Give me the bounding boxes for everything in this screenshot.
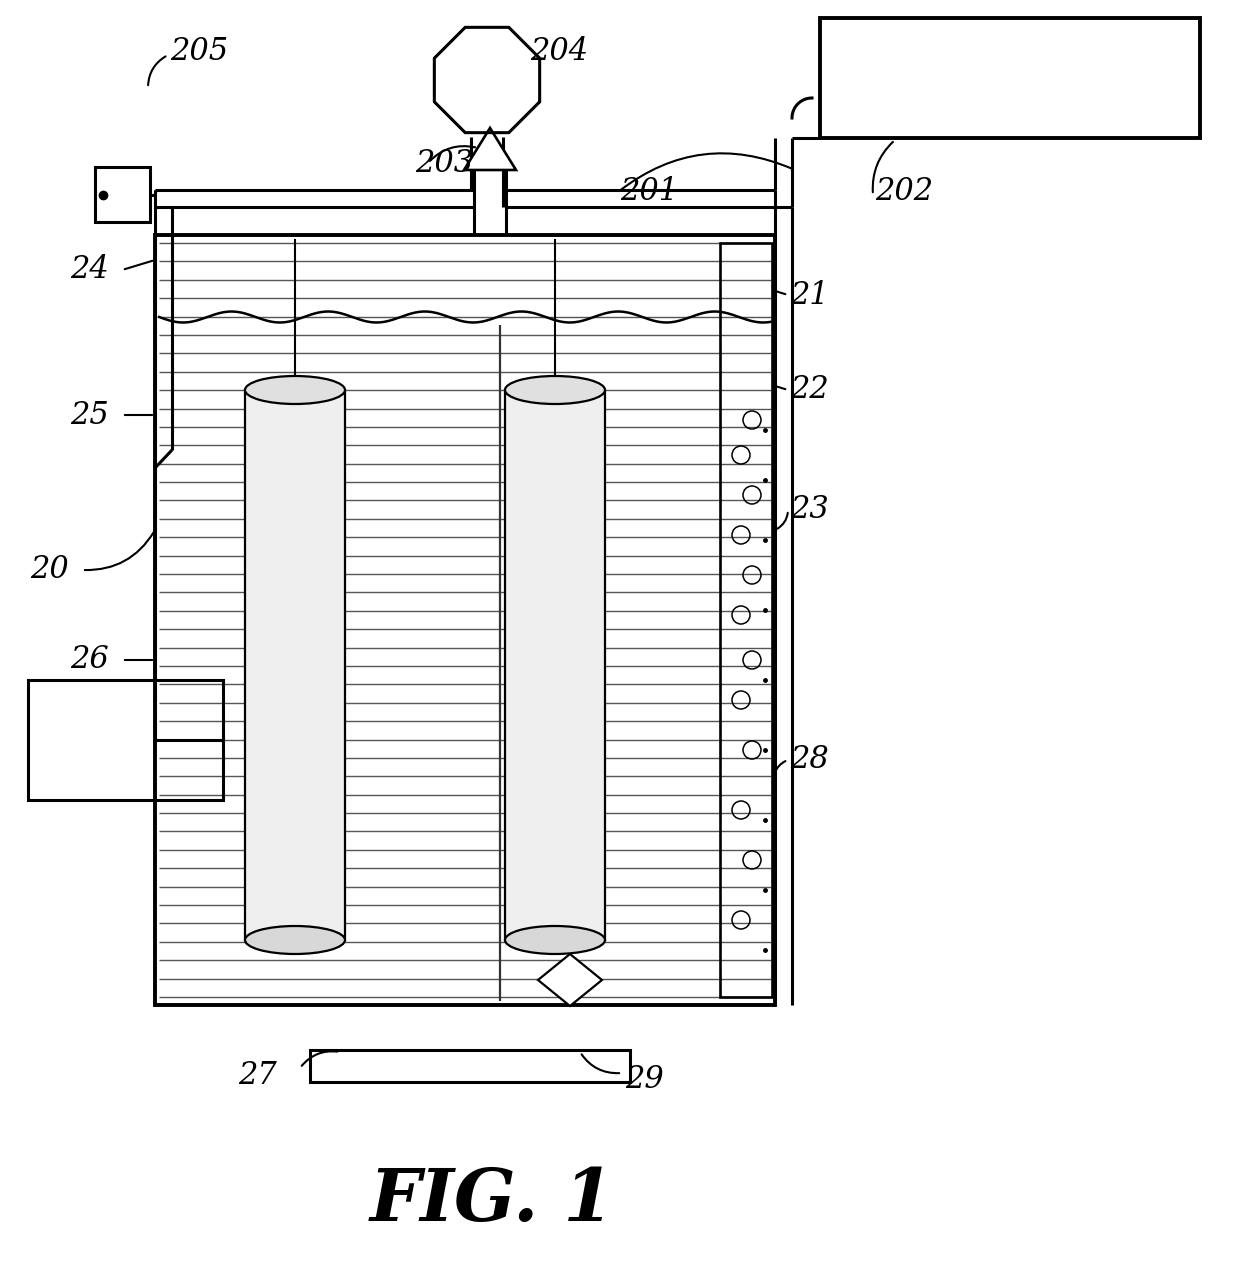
Text: 205: 205: [170, 36, 228, 67]
Polygon shape: [434, 27, 539, 132]
Bar: [505, 390, 605, 940]
Bar: [720, 243, 773, 997]
Text: 202: 202: [875, 176, 934, 207]
Text: 27: 27: [238, 1060, 277, 1091]
Ellipse shape: [505, 926, 605, 954]
Bar: [155, 235, 775, 1004]
Text: FIG. 1: FIG. 1: [370, 1165, 615, 1236]
Text: 201: 201: [620, 176, 678, 207]
Bar: [310, 1049, 630, 1082]
Text: 21: 21: [790, 279, 828, 310]
Ellipse shape: [246, 926, 345, 954]
Text: 20: 20: [30, 554, 68, 585]
Bar: [29, 680, 223, 800]
Ellipse shape: [505, 376, 605, 404]
Text: 26: 26: [69, 644, 109, 675]
Text: 204: 204: [529, 36, 588, 67]
Text: 22: 22: [790, 374, 828, 405]
Text: 29: 29: [625, 1065, 663, 1096]
Text: 25: 25: [69, 400, 109, 431]
Ellipse shape: [246, 376, 345, 404]
Bar: [246, 390, 345, 940]
Text: 28: 28: [790, 745, 828, 775]
Text: 24: 24: [69, 255, 109, 285]
Bar: [820, 18, 1200, 138]
Text: 23: 23: [790, 495, 828, 526]
Text: 203: 203: [415, 148, 474, 179]
Bar: [95, 167, 150, 222]
Polygon shape: [538, 954, 601, 1006]
Polygon shape: [464, 129, 516, 170]
